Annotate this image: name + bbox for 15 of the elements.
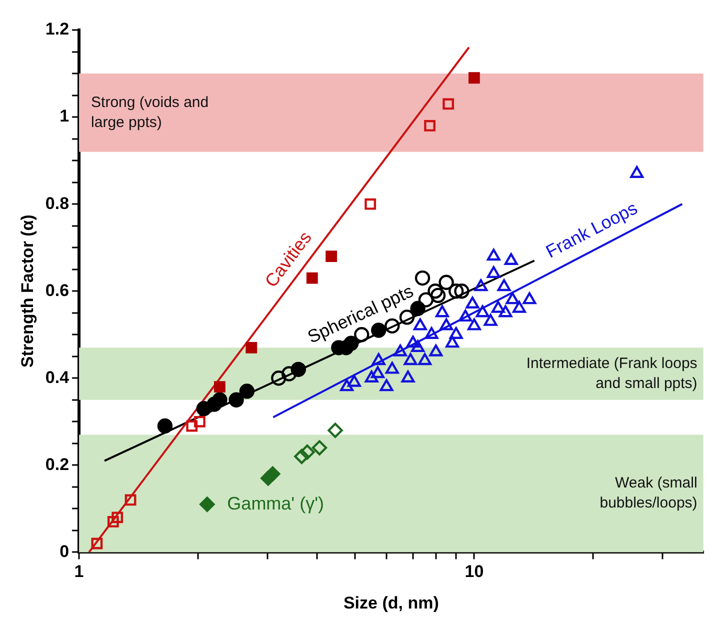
y-tick-label: 0.2	[45, 454, 70, 474]
band-label: Intermediate (Frank loops and small ppts)	[526, 354, 698, 392]
series-label: Gamma' (γ')	[227, 493, 324, 514]
y-tick-label: 0.8	[45, 194, 70, 213]
y-tick-label: 1	[60, 106, 70, 126]
band-label: Strong (voids and large ppts)	[91, 94, 209, 131]
y-axis-title: Strength Factor (α)	[18, 214, 37, 368]
band-label: Weak (small bubbles/loops)	[600, 474, 698, 512]
y-tick-label: 0.6	[45, 280, 70, 300]
y-tick-label: 0	[60, 542, 70, 561]
text: Frank Loops	[542, 198, 641, 262]
x-axis-title: Size (d, nm)	[343, 593, 439, 612]
x-tick-label: 10	[464, 562, 484, 582]
y-tick-label: 1.2	[45, 20, 70, 39]
y-tick-label: 0.4	[45, 368, 70, 387]
